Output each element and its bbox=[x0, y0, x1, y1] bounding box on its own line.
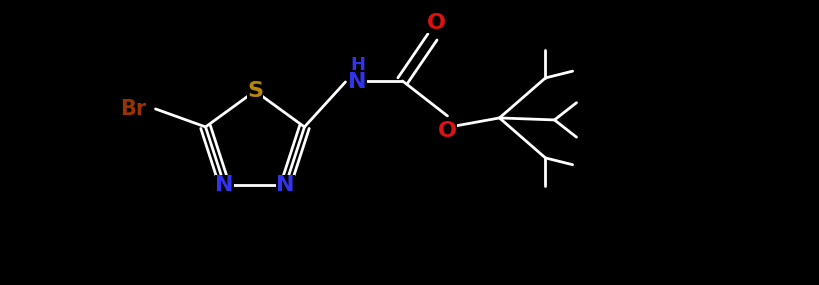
Text: N: N bbox=[348, 72, 367, 92]
Text: S: S bbox=[247, 81, 263, 101]
Text: N: N bbox=[276, 175, 295, 195]
Text: N: N bbox=[215, 175, 233, 195]
Text: H: H bbox=[350, 56, 365, 74]
Text: O: O bbox=[427, 13, 446, 33]
Text: O: O bbox=[438, 121, 457, 141]
Text: Br: Br bbox=[120, 99, 147, 119]
